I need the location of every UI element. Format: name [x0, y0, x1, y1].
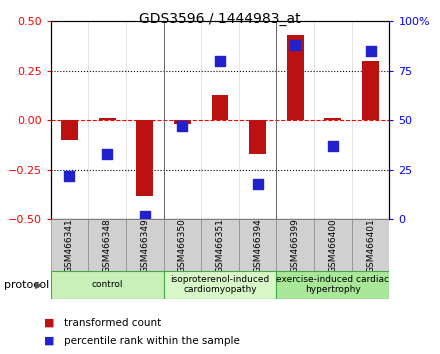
Bar [276, 271, 389, 298]
Bar [287, 35, 304, 120]
Bar [362, 61, 379, 120]
Text: isoproterenol-induced
cardiomyopathy: isoproterenol-induced cardiomyopathy [170, 275, 270, 294]
Text: ■: ■ [44, 336, 55, 346]
Bar [164, 219, 201, 271]
Text: transformed count: transformed count [64, 318, 161, 328]
Bar [174, 120, 191, 124]
Point [254, 181, 261, 187]
Text: GSM466401: GSM466401 [366, 218, 375, 273]
Bar [276, 219, 314, 271]
Point [292, 42, 299, 48]
Text: exercise-induced cardiac
hypertrophy: exercise-induced cardiac hypertrophy [276, 275, 389, 294]
Text: GSM466394: GSM466394 [253, 218, 262, 273]
Text: GSM466400: GSM466400 [328, 218, 337, 273]
Point [330, 143, 337, 149]
Point [216, 58, 224, 64]
Bar [136, 120, 153, 196]
Bar [249, 120, 266, 154]
Bar [126, 219, 164, 271]
Bar [212, 95, 228, 120]
Text: control: control [92, 280, 123, 289]
Bar [352, 219, 389, 271]
Text: GSM466348: GSM466348 [103, 218, 112, 273]
Text: GSM466350: GSM466350 [178, 218, 187, 273]
Text: ■: ■ [44, 318, 55, 328]
Point [103, 151, 110, 157]
Bar [88, 219, 126, 271]
Bar [314, 219, 352, 271]
Bar [324, 118, 341, 120]
Point [367, 48, 374, 54]
Bar [201, 219, 239, 271]
Text: protocol: protocol [4, 280, 50, 290]
Bar [61, 120, 78, 140]
Point [179, 124, 186, 129]
Text: ▶: ▶ [34, 280, 42, 290]
Bar [51, 271, 164, 298]
Bar [164, 271, 276, 298]
Text: GSM466351: GSM466351 [216, 218, 224, 273]
Bar [51, 219, 88, 271]
Text: GSM466341: GSM466341 [65, 218, 74, 273]
Bar [99, 118, 116, 120]
Text: GSM466399: GSM466399 [291, 218, 300, 273]
Text: percentile rank within the sample: percentile rank within the sample [64, 336, 240, 346]
Point [141, 213, 148, 218]
Point [66, 173, 73, 179]
Bar [239, 219, 276, 271]
Text: GSM466349: GSM466349 [140, 218, 149, 273]
Text: GDS3596 / 1444983_at: GDS3596 / 1444983_at [139, 12, 301, 27]
